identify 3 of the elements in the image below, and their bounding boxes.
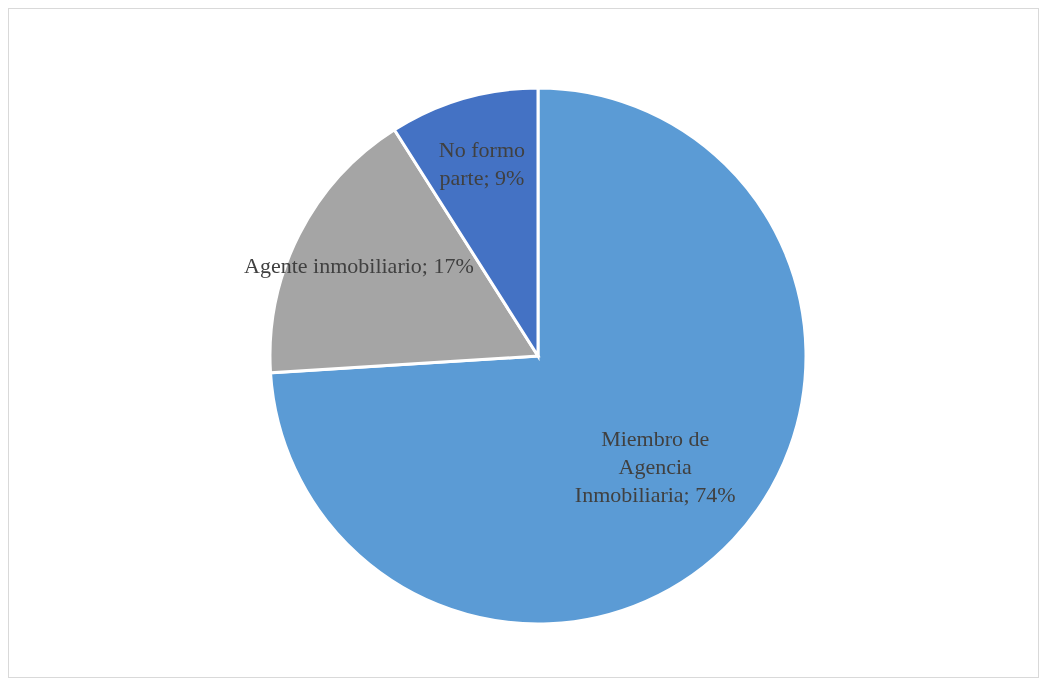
- slice-label: Miembro de Agencia Inmobiliaria; 74%: [574, 425, 736, 507]
- slice-label: No formo parte; 9%: [438, 136, 525, 190]
- slice-label: Agente inmobiliario; 17%: [244, 252, 474, 278]
